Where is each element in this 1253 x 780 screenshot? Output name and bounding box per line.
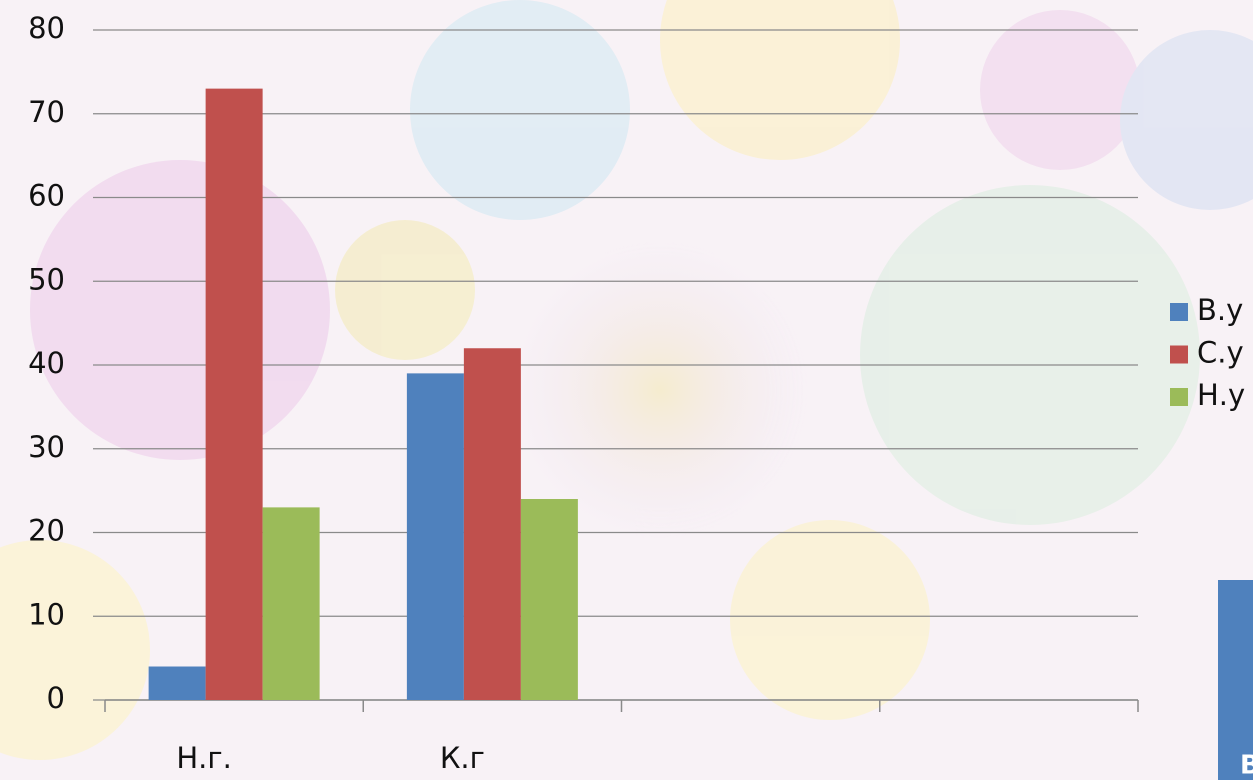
y-tick-label: 10 <box>28 597 65 631</box>
x-tick-label: Н.г. <box>176 741 231 775</box>
legend-label: В.у <box>1197 293 1243 327</box>
bar <box>520 499 578 700</box>
y-tick-label: 50 <box>28 262 65 296</box>
legend-swatch <box>1170 345 1188 364</box>
bar <box>262 507 320 700</box>
legend-swatch <box>1170 388 1188 406</box>
legend-swatch <box>1170 303 1188 321</box>
y-tick-label: 80 <box>28 11 65 45</box>
corner-box <box>1218 580 1253 780</box>
legend-label: С.у <box>1197 336 1244 370</box>
y-tick-label: 0 <box>47 681 65 715</box>
corner-label: В <box>1240 751 1253 780</box>
bar <box>463 348 521 700</box>
bar <box>148 666 206 700</box>
y-tick-label: 20 <box>28 514 65 548</box>
y-tick-label: 40 <box>28 346 65 380</box>
plot: 0 10 20 30 40 50 60 70 80 Н.г. К.г В.у С.у Н.у <box>28 11 1245 775</box>
bar <box>406 373 464 700</box>
y-tick-label: 60 <box>28 179 65 213</box>
y-tick-label: 30 <box>28 430 65 464</box>
x-tick-label: К.г <box>440 741 485 775</box>
y-tick-label: 70 <box>28 95 65 129</box>
bar <box>205 88 263 700</box>
legend-label: Н.у <box>1197 378 1245 412</box>
